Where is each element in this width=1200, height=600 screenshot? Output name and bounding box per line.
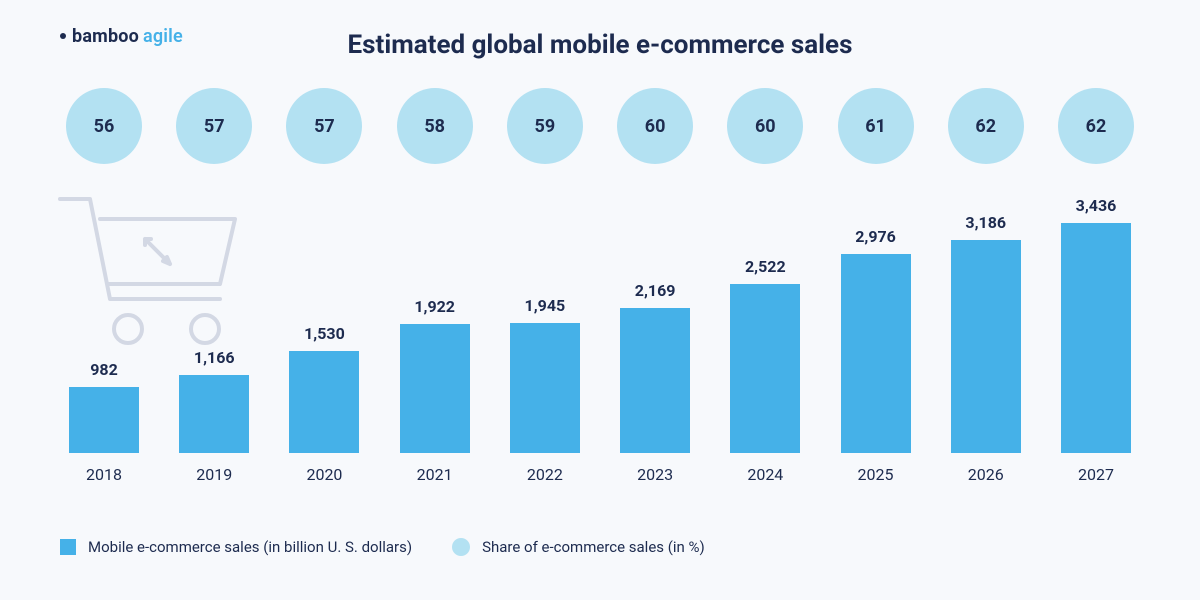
- bar-column: 1,922 2021: [397, 297, 473, 484]
- share-circle: 57: [176, 88, 252, 164]
- legend-item-bars: Mobile e-commerce sales (in billion U. S…: [60, 538, 412, 556]
- bar: [289, 351, 359, 453]
- bar: [951, 240, 1021, 453]
- bar: [1061, 223, 1131, 453]
- logo-word-1: bamboo: [72, 26, 139, 47]
- bar: [179, 375, 249, 453]
- bar-column: 1,530 2020: [286, 324, 362, 484]
- x-axis-year-label: 2020: [306, 465, 342, 484]
- bar: [730, 284, 800, 453]
- bar-column: 3,436 2027: [1058, 196, 1134, 484]
- legend-bar-label: Mobile e-commerce sales (in billion U. S…: [88, 538, 412, 556]
- legend: Mobile e-commerce sales (in billion U. S…: [60, 538, 1140, 556]
- bars-row: 982 2018 1,166 2019 1,530 2020 1,922 2021 1,945 2…: [60, 184, 1140, 484]
- share-circle: 60: [617, 88, 693, 164]
- bar-column: 982 2018: [66, 360, 142, 484]
- bar-value-label: 2,522: [745, 257, 786, 276]
- legend-circle-label: Share of e-commerce sales (in %): [482, 538, 705, 556]
- bar: [400, 324, 470, 453]
- circle-swatch-icon: [452, 538, 470, 556]
- bar-column: 1,166 2019: [176, 348, 252, 484]
- bar: [69, 387, 139, 453]
- share-circle: 58: [397, 88, 473, 164]
- x-axis-year-label: 2027: [1078, 465, 1114, 484]
- bar-value-label: 1,166: [194, 348, 235, 367]
- brand-logo: bamboo agile: [60, 26, 183, 47]
- bar: [841, 254, 911, 453]
- bar-column: 3,186 2026: [948, 213, 1024, 484]
- bar-value-label: 3,436: [1076, 196, 1117, 215]
- bar-column: 2,522 2024: [727, 257, 803, 484]
- bar-value-label: 3,186: [965, 213, 1006, 232]
- logo-dot-icon: [60, 33, 66, 39]
- x-axis-year-label: 2023: [637, 465, 673, 484]
- share-circle: 60: [727, 88, 803, 164]
- bar-column: 2,169 2023: [617, 281, 693, 484]
- x-axis-year-label: 2021: [417, 465, 453, 484]
- x-axis-year-label: 2024: [747, 465, 783, 484]
- bar-column: 2,976 2025: [838, 227, 914, 484]
- legend-item-circles: Share of e-commerce sales (in %): [452, 538, 705, 556]
- x-axis-year-label: 2026: [968, 465, 1004, 484]
- x-axis-year-label: 2022: [527, 465, 563, 484]
- bar-value-label: 1,530: [304, 324, 345, 343]
- share-circle: 62: [948, 88, 1024, 164]
- bar-value-label: 982: [90, 360, 118, 379]
- share-circles-row: 56 57 57 58 59 60 60 61 62 62: [60, 88, 1140, 164]
- bar: [510, 323, 580, 453]
- bar-value-label: 1,945: [525, 296, 566, 315]
- x-axis-year-label: 2018: [86, 465, 122, 484]
- share-circle: 61: [838, 88, 914, 164]
- bar-value-label: 2,976: [855, 227, 896, 246]
- x-axis-year-label: 2019: [196, 465, 232, 484]
- logo-word-2: agile: [143, 26, 183, 47]
- share-circle: 57: [286, 88, 362, 164]
- x-axis-year-label: 2025: [858, 465, 894, 484]
- bar-column: 1,945 2022: [507, 296, 583, 484]
- share-circle: 56: [66, 88, 142, 164]
- bar-swatch-icon: [60, 539, 76, 555]
- bar: [620, 308, 690, 453]
- share-circle: 59: [507, 88, 583, 164]
- bar-value-label: 1,922: [414, 297, 455, 316]
- infographic-root: bamboo agile Estimated global mobile e-c…: [0, 0, 1200, 600]
- bar-chart: 982 2018 1,166 2019 1,530 2020 1,922 2021 1,945 2…: [60, 184, 1140, 484]
- bar-value-label: 2,169: [635, 281, 676, 300]
- share-circle: 62: [1058, 88, 1134, 164]
- chart-title: Estimated global mobile e-commerce sales: [60, 30, 1140, 60]
